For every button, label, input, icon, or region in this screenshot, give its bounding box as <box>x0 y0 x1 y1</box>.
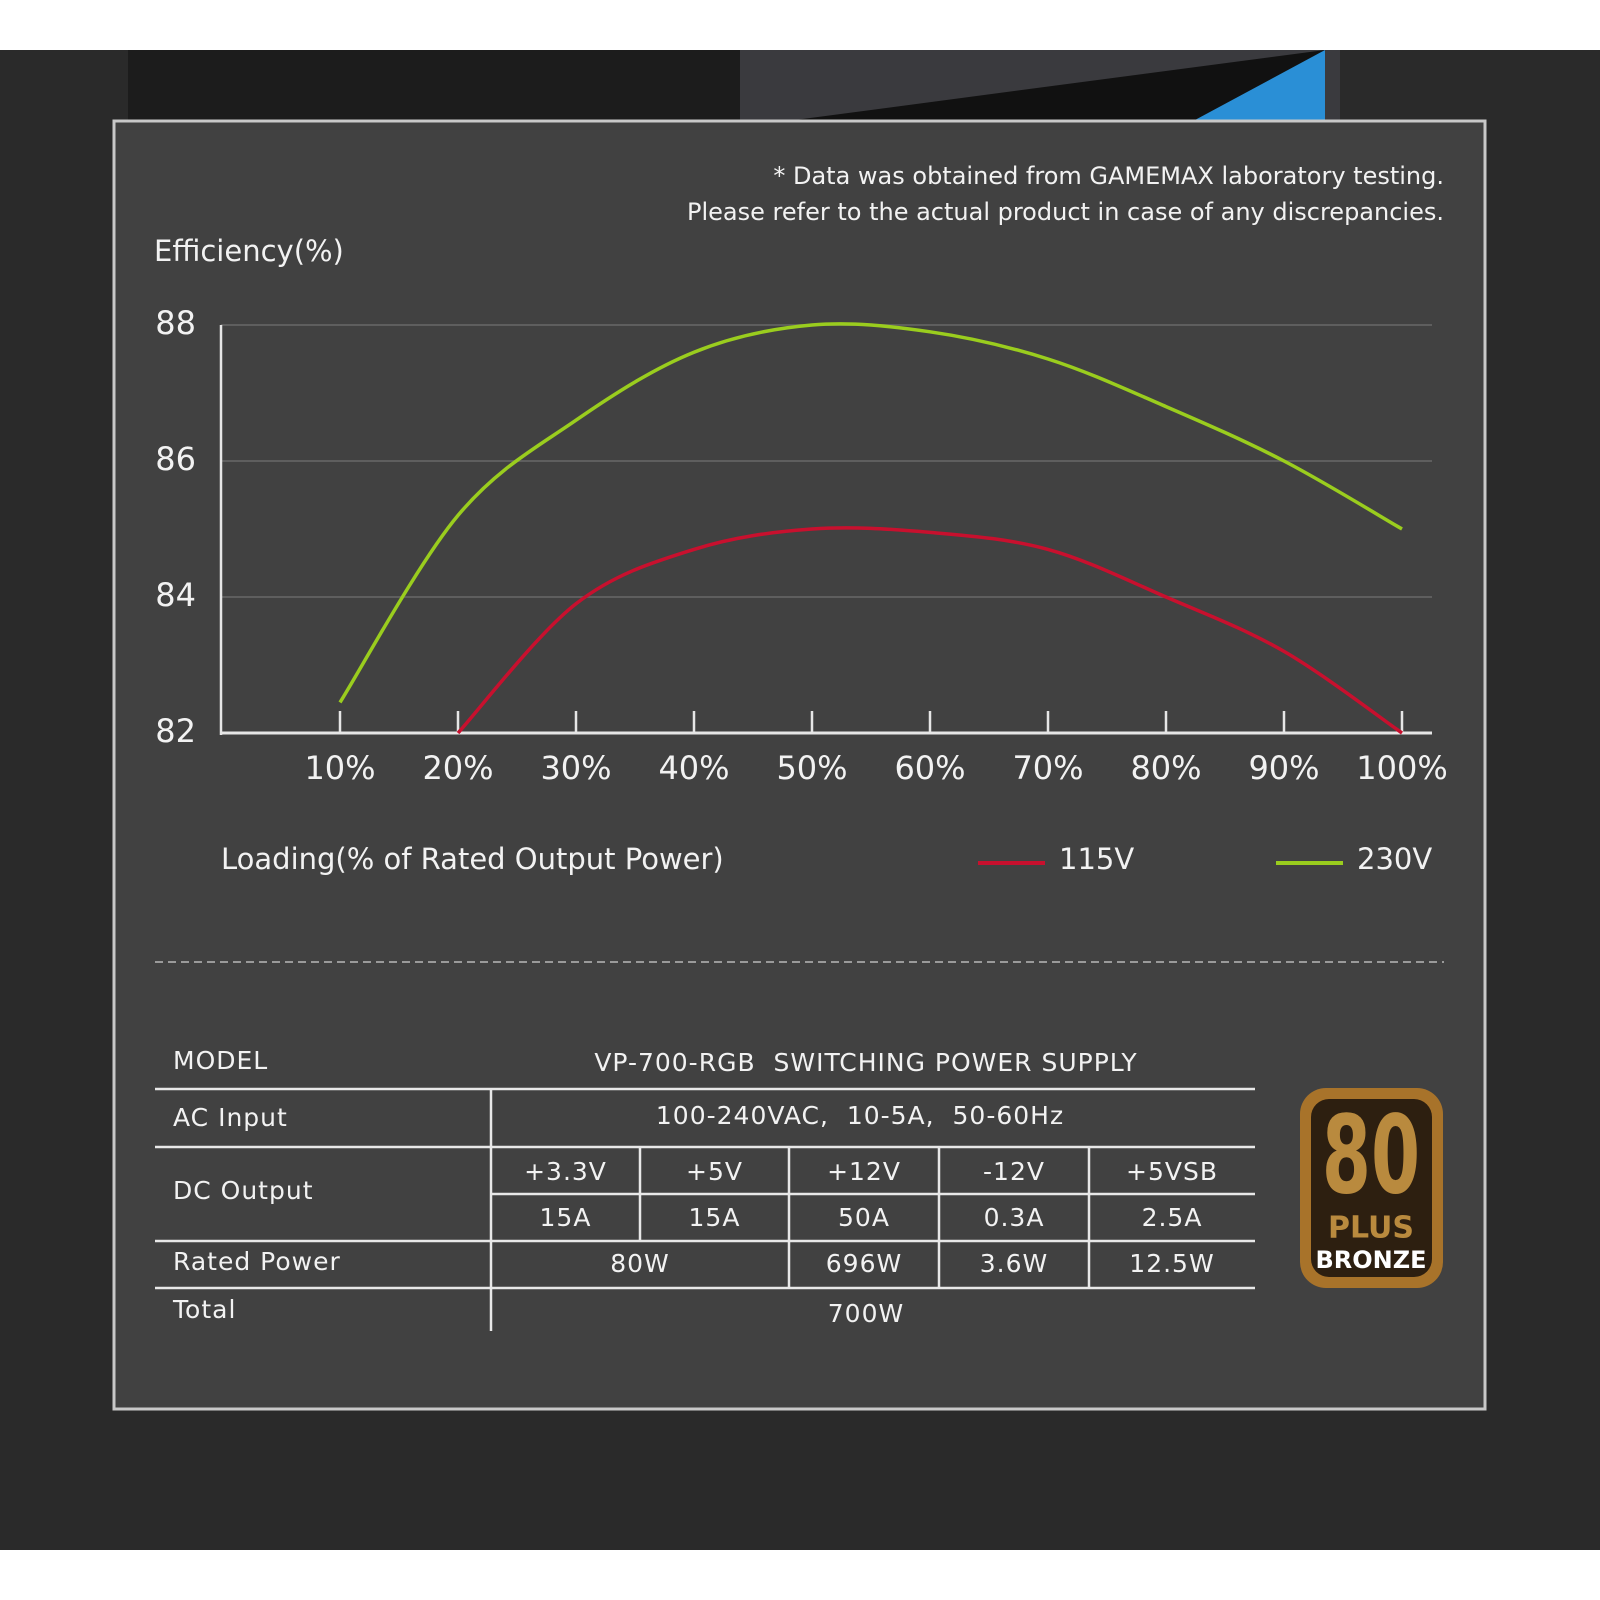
table-cell: +3.3V <box>524 1157 607 1186</box>
badge-inner <box>1311 1099 1432 1277</box>
badge: 80 PLUS BRONZE <box>1300 1088 1443 1288</box>
table-cell: 2.5A <box>1142 1203 1203 1232</box>
badge-plus: PLUS <box>1328 1211 1414 1246</box>
note: * Data was obtained from GAMEMAX laborat… <box>773 162 1444 190</box>
product-label <box>795 50 1325 120</box>
y-tick-label: 88 <box>155 304 196 342</box>
table-label: AC Input <box>173 1103 288 1132</box>
table-cell: 12.5W <box>1129 1249 1214 1278</box>
table-cell: +12V <box>827 1157 901 1186</box>
table-label: Total <box>172 1295 236 1324</box>
x-tick-label: 30% <box>540 749 611 787</box>
x-tick-label: 60% <box>894 749 965 787</box>
x-tick-label: 80% <box>1130 749 1201 787</box>
y-tick-label: 82 <box>155 712 196 750</box>
table-label: MODEL <box>173 1046 268 1075</box>
chart: 82 84 86 88 10% 20% 30% 40% 50% 60% 70% 80% 90% 100% 1… <box>155 304 1447 876</box>
x-axis-label: Loading(% of Rated Output Power) <box>221 842 724 876</box>
table-cell: 700W <box>828 1299 904 1328</box>
table-cell: 15A <box>689 1203 741 1232</box>
y-tick-label: 86 <box>155 440 196 478</box>
badge-number: 80 <box>1322 1094 1420 1219</box>
table-cell: 100-240VAC, 10-5A, 50-60Hz <box>656 1101 1064 1130</box>
x-tick-label: 50% <box>776 749 847 787</box>
x-tick-label: 40% <box>658 749 729 787</box>
table-cell: -12V <box>983 1157 1045 1186</box>
table-cell: 50A <box>838 1203 890 1232</box>
series-line <box>456 526 1403 735</box>
legend-label: 115V <box>1059 842 1134 876</box>
spec-table: MODEL VP-700-RGB SWITCHING POWER SUPPLY … <box>155 1046 1255 1331</box>
legend-label: 230V <box>1357 842 1432 876</box>
panel <box>112 119 1487 1411</box>
top-margin <box>0 0 1600 50</box>
x-tick-label: 10% <box>304 749 375 787</box>
badge-level: BRONZE <box>1315 1246 1426 1274</box>
table-cell: +5VSB <box>1126 1157 1218 1186</box>
product-label <box>1195 50 1325 120</box>
table-cell: 3.6W <box>980 1249 1048 1278</box>
table-cell: VP-700-RGB SWITCHING POWER SUPPLY <box>594 1048 1137 1077</box>
table-cell: +5V <box>686 1157 743 1186</box>
y-axis-label: Efficiency(%) <box>154 234 344 268</box>
y-tick-label: 84 <box>155 576 196 614</box>
table-cell: 696W <box>826 1249 902 1278</box>
table-cell: 80W <box>610 1249 670 1278</box>
table-label: DC Output <box>173 1176 314 1205</box>
x-tick-label: 90% <box>1248 749 1319 787</box>
x-tick-label: 20% <box>422 749 493 787</box>
x-tick-label: 70% <box>1012 749 1083 787</box>
table-cell: 0.3A <box>984 1203 1045 1232</box>
x-tick-label: 100% <box>1356 749 1447 787</box>
table-label: Rated Power <box>173 1247 341 1276</box>
note: Please refer to the actual product in ca… <box>687 198 1444 226</box>
table-cell: 15A <box>540 1203 592 1232</box>
series-line <box>338 322 1403 704</box>
product-photo <box>128 50 748 120</box>
